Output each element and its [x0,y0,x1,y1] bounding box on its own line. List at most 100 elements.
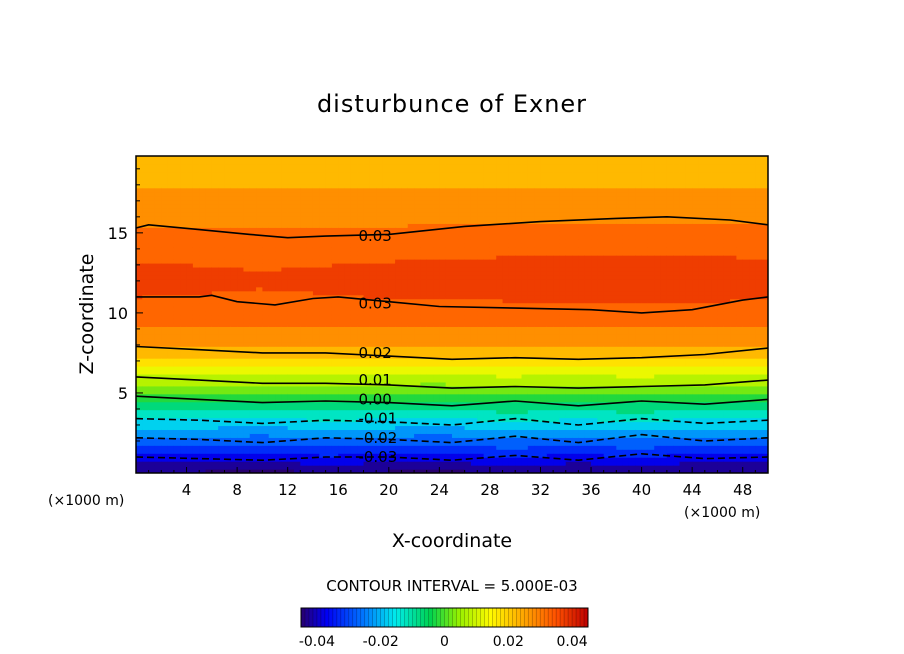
contour-cell [508,413,516,419]
contour-cell [395,183,403,189]
contour-cell [243,445,251,450]
contour-cell [249,314,257,320]
contour-cell [218,262,226,268]
contour-cell [281,369,289,375]
contour-cell [458,457,466,462]
contour-cell [382,175,390,181]
contour-cell [218,346,226,351]
contour-cell [445,338,453,343]
contour-cell [496,282,504,288]
contour-cell [180,465,188,470]
contour-cell [205,369,213,375]
contour-cell [407,298,415,304]
contour-cell [407,445,415,450]
contour-cell [433,413,440,419]
contour-cell [521,270,529,276]
contour-cell [224,369,232,375]
contour-cell [470,211,478,217]
contour-cell [496,469,504,473]
contour-cell [382,163,390,169]
contour-cell [445,441,453,446]
contour-cell [186,187,194,193]
contour-cell [502,235,510,240]
contour-cell [312,298,320,304]
contour-cell [414,385,421,391]
contour-cell [388,183,396,189]
contour-cell [395,362,403,367]
contour-cell [458,203,466,209]
contour-cell [218,195,226,201]
contour-cell [515,441,523,446]
contour-cell [382,334,390,339]
contour-cell [136,239,143,244]
contour-cell [154,314,162,320]
contour-cell [173,437,181,442]
contour-cell [452,239,459,244]
contour-cell [350,314,358,320]
contour-cell [458,294,466,300]
contour-cell [331,171,339,177]
contour-cell [306,437,314,442]
contour-cell [199,445,207,450]
contour-cell [344,377,352,383]
contour-cell [508,326,516,331]
contour-cell [407,266,415,272]
contour-cell [388,346,396,351]
contour-cell [161,425,169,431]
contour-cell [136,187,143,193]
contour-cell [205,366,213,371]
contour-cell [211,290,219,296]
contour-cell [268,255,276,260]
contour-cell [382,373,390,379]
contour-cell [275,282,282,288]
contour-cell [230,282,238,288]
contour-cell [319,449,327,454]
contour-cell [148,247,156,252]
contour-cell [319,437,327,442]
contour-cell [344,163,352,169]
contour-cell [237,393,245,399]
contour-cell [407,358,415,363]
contour-cell [186,163,194,169]
contour-cell [287,167,295,173]
contour-cell [414,167,421,173]
contour-cell [243,334,251,339]
contour-cell [395,286,403,292]
contour-cell [426,465,434,470]
contour-cell [344,227,352,232]
contour-cell [521,286,529,292]
contour-cell [319,282,327,288]
contour-cell [192,286,200,292]
contour-cell [262,401,270,407]
contour-cell [287,306,295,312]
contour-cell [180,235,188,240]
contour-cell [154,437,162,442]
contour-cell [521,369,529,375]
contour-cell [173,310,181,316]
contour-cell [136,413,143,419]
contour-cell [452,235,459,240]
contour-cell [357,159,365,165]
contour-cell [262,346,270,351]
contour-cell [256,286,263,292]
contour-cell [470,326,478,331]
contour-cell [300,433,308,438]
contour-cell [161,219,169,224]
contour-cell [237,429,245,434]
contour-cell [294,255,301,260]
contour-cell [173,274,181,280]
contour-cell [218,179,226,185]
contour-cell [458,469,466,473]
contour-cell [515,223,523,228]
contour-cell [199,247,207,252]
contour-cell [483,318,491,324]
contour-cell [426,433,434,438]
contour-cell [167,338,175,343]
contour-cell [502,369,510,375]
contour-cell [363,322,371,327]
contour-cell [496,373,504,379]
contour-cell [407,322,415,327]
contour-cell [483,187,491,193]
contour-cell [508,235,516,240]
contour-cell [148,457,156,462]
